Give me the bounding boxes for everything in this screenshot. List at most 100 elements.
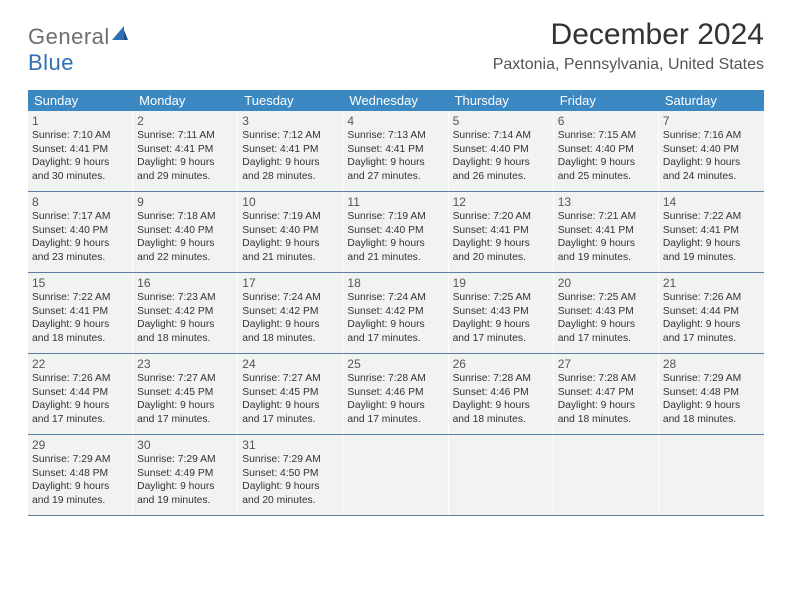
day-26: 26Sunrise: 7:28 AMSunset: 4:46 PMDayligh… bbox=[449, 354, 554, 434]
sunset-line: Sunset: 4:41 PM bbox=[663, 224, 760, 238]
day-13: 13Sunrise: 7:21 AMSunset: 4:41 PMDayligh… bbox=[554, 192, 659, 272]
title-block: December 2024 Paxtonia, Pennsylvania, Un… bbox=[493, 18, 764, 74]
daylight-line: Daylight: 9 hours and 17 minutes. bbox=[137, 399, 233, 426]
daylight-line: Daylight: 9 hours and 20 minutes. bbox=[453, 237, 549, 264]
sunrise-line: Sunrise: 7:11 AM bbox=[137, 129, 233, 143]
daylight-line: Daylight: 9 hours and 17 minutes. bbox=[663, 318, 760, 345]
sunrise-line: Sunrise: 7:26 AM bbox=[663, 291, 760, 305]
sunset-line: Sunset: 4:41 PM bbox=[32, 143, 128, 157]
sunset-line: Sunset: 4:46 PM bbox=[347, 386, 443, 400]
day-25: 25Sunrise: 7:28 AMSunset: 4:46 PMDayligh… bbox=[343, 354, 448, 434]
sunset-line: Sunset: 4:41 PM bbox=[453, 224, 549, 238]
day-28: 28Sunrise: 7:29 AMSunset: 4:48 PMDayligh… bbox=[659, 354, 764, 434]
day-number: 23 bbox=[137, 357, 233, 371]
day-number: 22 bbox=[32, 357, 128, 371]
day-31: 31Sunrise: 7:29 AMSunset: 4:50 PMDayligh… bbox=[238, 435, 343, 515]
day-4: 4Sunrise: 7:13 AMSunset: 4:41 PMDaylight… bbox=[343, 111, 448, 191]
sunset-line: Sunset: 4:41 PM bbox=[137, 143, 233, 157]
day-5: 5Sunrise: 7:14 AMSunset: 4:40 PMDaylight… bbox=[449, 111, 554, 191]
day-18: 18Sunrise: 7:24 AMSunset: 4:42 PMDayligh… bbox=[343, 273, 448, 353]
sunset-line: Sunset: 4:42 PM bbox=[242, 305, 338, 319]
day-11: 11Sunrise: 7:19 AMSunset: 4:40 PMDayligh… bbox=[343, 192, 448, 272]
week-row: 22Sunrise: 7:26 AMSunset: 4:44 PMDayligh… bbox=[28, 354, 764, 435]
daylight-line: Daylight: 9 hours and 26 minutes. bbox=[453, 156, 549, 183]
day-number: 6 bbox=[558, 114, 654, 128]
week-row: 1Sunrise: 7:10 AMSunset: 4:41 PMDaylight… bbox=[28, 111, 764, 192]
logo: General Blue bbox=[28, 24, 130, 76]
day-29: 29Sunrise: 7:29 AMSunset: 4:48 PMDayligh… bbox=[28, 435, 133, 515]
week-row: 29Sunrise: 7:29 AMSunset: 4:48 PMDayligh… bbox=[28, 435, 764, 516]
sunrise-line: Sunrise: 7:19 AM bbox=[347, 210, 443, 224]
daylight-line: Daylight: 9 hours and 17 minutes. bbox=[347, 318, 443, 345]
day-number: 14 bbox=[663, 195, 760, 209]
day-number: 24 bbox=[242, 357, 338, 371]
day-9: 9Sunrise: 7:18 AMSunset: 4:40 PMDaylight… bbox=[133, 192, 238, 272]
sunset-line: Sunset: 4:45 PM bbox=[137, 386, 233, 400]
daylight-line: Daylight: 9 hours and 18 minutes. bbox=[558, 399, 654, 426]
day-number: 9 bbox=[137, 195, 233, 209]
day-number: 15 bbox=[32, 276, 128, 290]
weekday-friday: Friday bbox=[554, 90, 659, 111]
sunset-line: Sunset: 4:40 PM bbox=[347, 224, 443, 238]
sunrise-line: Sunrise: 7:29 AM bbox=[32, 453, 128, 467]
sunrise-line: Sunrise: 7:24 AM bbox=[347, 291, 443, 305]
day-number: 5 bbox=[453, 114, 549, 128]
day-number: 25 bbox=[347, 357, 443, 371]
weekday-tuesday: Tuesday bbox=[238, 90, 343, 111]
daylight-line: Daylight: 9 hours and 19 minutes. bbox=[137, 480, 233, 507]
day-3: 3Sunrise: 7:12 AMSunset: 4:41 PMDaylight… bbox=[238, 111, 343, 191]
sunset-line: Sunset: 4:40 PM bbox=[242, 224, 338, 238]
sunset-line: Sunset: 4:48 PM bbox=[32, 467, 128, 481]
day-empty bbox=[554, 435, 659, 515]
sunrise-line: Sunrise: 7:24 AM bbox=[242, 291, 338, 305]
day-number: 29 bbox=[32, 438, 128, 452]
weekday-wednesday: Wednesday bbox=[343, 90, 448, 111]
weekday-thursday: Thursday bbox=[449, 90, 554, 111]
day-empty bbox=[659, 435, 764, 515]
day-number: 10 bbox=[242, 195, 338, 209]
daylight-line: Daylight: 9 hours and 17 minutes. bbox=[558, 318, 654, 345]
sunrise-line: Sunrise: 7:29 AM bbox=[663, 372, 760, 386]
daylight-line: Daylight: 9 hours and 23 minutes. bbox=[32, 237, 128, 264]
sunrise-line: Sunrise: 7:13 AM bbox=[347, 129, 443, 143]
sunrise-line: Sunrise: 7:28 AM bbox=[347, 372, 443, 386]
day-17: 17Sunrise: 7:24 AMSunset: 4:42 PMDayligh… bbox=[238, 273, 343, 353]
sunset-line: Sunset: 4:40 PM bbox=[558, 143, 654, 157]
header: General Blue December 2024 Paxtonia, Pen… bbox=[28, 18, 764, 76]
day-1: 1Sunrise: 7:10 AMSunset: 4:41 PMDaylight… bbox=[28, 111, 133, 191]
weekday-row: SundayMondayTuesdayWednesdayThursdayFrid… bbox=[28, 90, 764, 111]
sunrise-line: Sunrise: 7:29 AM bbox=[242, 453, 338, 467]
sunrise-line: Sunrise: 7:22 AM bbox=[663, 210, 760, 224]
day-number: 20 bbox=[558, 276, 654, 290]
sunrise-line: Sunrise: 7:12 AM bbox=[242, 129, 338, 143]
daylight-line: Daylight: 9 hours and 24 minutes. bbox=[663, 156, 760, 183]
location: Paxtonia, Pennsylvania, United States bbox=[493, 56, 764, 74]
sail-icon bbox=[110, 24, 130, 44]
day-14: 14Sunrise: 7:22 AMSunset: 4:41 PMDayligh… bbox=[659, 192, 764, 272]
sunrise-line: Sunrise: 7:28 AM bbox=[558, 372, 654, 386]
sunset-line: Sunset: 4:48 PM bbox=[663, 386, 760, 400]
sunset-line: Sunset: 4:49 PM bbox=[137, 467, 233, 481]
day-number: 7 bbox=[663, 114, 760, 128]
day-empty bbox=[343, 435, 448, 515]
sunrise-line: Sunrise: 7:28 AM bbox=[453, 372, 549, 386]
day-number: 27 bbox=[558, 357, 654, 371]
sunrise-line: Sunrise: 7:23 AM bbox=[137, 291, 233, 305]
day-number: 16 bbox=[137, 276, 233, 290]
day-20: 20Sunrise: 7:25 AMSunset: 4:43 PMDayligh… bbox=[554, 273, 659, 353]
day-number: 13 bbox=[558, 195, 654, 209]
day-number: 17 bbox=[242, 276, 338, 290]
weekday-saturday: Saturday bbox=[659, 90, 764, 111]
daylight-line: Daylight: 9 hours and 19 minutes. bbox=[558, 237, 654, 264]
day-number: 1 bbox=[32, 114, 128, 128]
sunset-line: Sunset: 4:44 PM bbox=[32, 386, 128, 400]
daylight-line: Daylight: 9 hours and 17 minutes. bbox=[453, 318, 549, 345]
logo-line2: Blue bbox=[28, 50, 130, 76]
sunrise-line: Sunrise: 7:29 AM bbox=[137, 453, 233, 467]
day-12: 12Sunrise: 7:20 AMSunset: 4:41 PMDayligh… bbox=[449, 192, 554, 272]
sunset-line: Sunset: 4:47 PM bbox=[558, 386, 654, 400]
day-number: 3 bbox=[242, 114, 338, 128]
daylight-line: Daylight: 9 hours and 18 minutes. bbox=[137, 318, 233, 345]
sunset-line: Sunset: 4:41 PM bbox=[558, 224, 654, 238]
sunrise-line: Sunrise: 7:17 AM bbox=[32, 210, 128, 224]
